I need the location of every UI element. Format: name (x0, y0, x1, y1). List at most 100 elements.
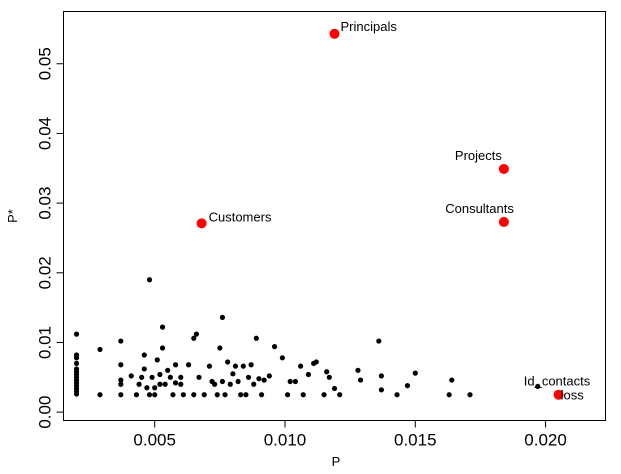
data-point (136, 381, 142, 387)
data-point (217, 345, 223, 351)
data-point (206, 363, 213, 369)
data-point (243, 392, 249, 398)
data-point (191, 335, 197, 341)
data-point (412, 370, 418, 376)
data-point (225, 359, 231, 365)
x-axis-label: P (332, 454, 341, 469)
data-point (287, 378, 293, 385)
data-point (404, 383, 411, 389)
data-point (212, 381, 218, 387)
data-point (167, 374, 173, 380)
y-axis-label: P* (5, 209, 20, 223)
data-point (305, 371, 312, 378)
data-point (157, 371, 163, 378)
highlighted-point-label: Projects (455, 148, 502, 163)
data-point (248, 362, 254, 368)
data-point (238, 392, 244, 398)
data-point (378, 387, 385, 393)
data-point (201, 392, 207, 398)
data-point (118, 381, 124, 387)
data-point (133, 392, 140, 398)
point-label: Id_contacts (524, 373, 591, 388)
data-point (326, 374, 332, 380)
data-point (467, 392, 473, 398)
highlighted-point-label: loss (561, 388, 585, 403)
plot-frame (63, 11, 606, 421)
y-tick-label: 0.04 (36, 117, 55, 150)
point-annotations: Id_contacts Principals Projects Consultants… (209, 19, 591, 403)
data-point (230, 371, 236, 377)
data-point (271, 344, 278, 350)
data-point (394, 392, 400, 398)
data-point (245, 374, 252, 380)
data-point (172, 362, 179, 368)
data-point (357, 377, 364, 383)
data-point (73, 355, 80, 361)
data-point (196, 374, 202, 380)
data-point (159, 345, 166, 351)
highlighted-point (329, 28, 340, 39)
data-point (331, 385, 338, 392)
data-point (146, 392, 153, 398)
data-point (222, 392, 228, 398)
data-point (118, 338, 124, 344)
x-tick-label: 0.005 (133, 431, 176, 450)
data-point (214, 392, 220, 398)
data-point (128, 373, 134, 379)
data-point (449, 377, 455, 383)
data-point (73, 360, 80, 366)
data-point (251, 381, 257, 387)
x-tick-label: 0.015 (394, 431, 437, 450)
data-point (149, 374, 155, 380)
data-point (178, 381, 184, 387)
data-point (219, 378, 226, 385)
data-point (162, 381, 168, 387)
data-point (376, 338, 382, 344)
data-point (256, 376, 262, 382)
data-point (446, 392, 452, 398)
data-point (261, 377, 267, 383)
data-point (118, 377, 124, 383)
x-tick-label: 0.020 (524, 431, 567, 450)
data-point (165, 367, 171, 373)
x-axis: 0.005 0.010 0.015 0.020 (133, 420, 567, 450)
data-point (157, 381, 163, 387)
data-point (535, 383, 541, 389)
data-point (159, 324, 166, 330)
y-tick-label: 0.02 (36, 256, 55, 289)
data-point (292, 378, 299, 385)
x-tick-label: 0.010 (264, 431, 307, 450)
data-point (298, 363, 304, 369)
data-point (313, 359, 319, 365)
highlighted-point-label: Customers (209, 209, 272, 224)
y-axis: 0.00 0.01 0.02 0.03 0.04 0.05 (36, 47, 64, 429)
data-point (178, 374, 184, 380)
data-point (141, 352, 147, 358)
data-point (118, 392, 124, 398)
y-tick-label: 0.03 (36, 187, 55, 220)
highlighted-point (196, 218, 207, 229)
data-point (152, 385, 158, 391)
highlighted-point (498, 163, 509, 174)
data-point (253, 335, 259, 341)
data-points (73, 28, 564, 400)
data-point (232, 363, 239, 369)
data-point (240, 363, 246, 369)
data-point (97, 346, 103, 353)
data-point (139, 374, 145, 380)
data-point (324, 369, 330, 375)
data-point (73, 331, 80, 337)
data-point (337, 392, 343, 398)
data-point (170, 392, 176, 398)
data-point (193, 331, 199, 337)
highlighted-point (553, 389, 564, 400)
data-point (378, 373, 385, 379)
data-point (146, 277, 153, 283)
data-point (284, 392, 291, 398)
data-point (300, 392, 306, 398)
data-point (97, 392, 103, 398)
data-point (172, 380, 179, 386)
data-point (321, 392, 327, 398)
